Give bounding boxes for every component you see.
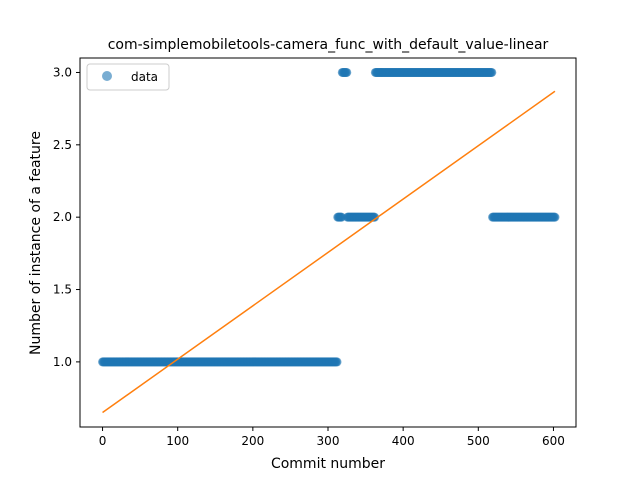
x-tick-label: 400 (392, 434, 415, 448)
x-axis-label: Commit number (271, 456, 385, 472)
x-tick-label: 100 (166, 434, 189, 448)
data-point (342, 67, 352, 77)
axes: 0 100 200 300 400 500 600 1.0 1.5 2.0 2.5 3.0 (53, 57, 577, 448)
y-tick-label: 1.5 (53, 283, 72, 297)
y-tick-label: 2.5 (53, 138, 72, 152)
legend: data (86, 63, 170, 91)
x-tick-label: 500 (467, 434, 490, 448)
legend-label-data: data (131, 70, 158, 84)
data-point (370, 212, 380, 222)
fit-line (102, 90, 556, 414)
x-tick-label: 600 (542, 434, 565, 448)
x-tick-label: 200 (241, 434, 264, 448)
y-tick-label: 1.0 (53, 355, 72, 369)
chart-title: com-simplemobiletools-camera_func_with_d… (108, 37, 549, 53)
y-tick-label: 2.0 (53, 210, 72, 224)
legend-marker-data (102, 71, 112, 81)
y-tick-label: 3.0 (53, 65, 72, 79)
legend-box (86, 63, 170, 91)
data-point (487, 67, 497, 77)
data-point (550, 212, 560, 222)
data-point (332, 357, 342, 367)
y-axis-label: Number of instance of a feature (28, 131, 44, 355)
x-tick-label: 0 (99, 434, 107, 448)
plot-area (98, 67, 560, 414)
x-tick-label: 300 (317, 434, 340, 448)
